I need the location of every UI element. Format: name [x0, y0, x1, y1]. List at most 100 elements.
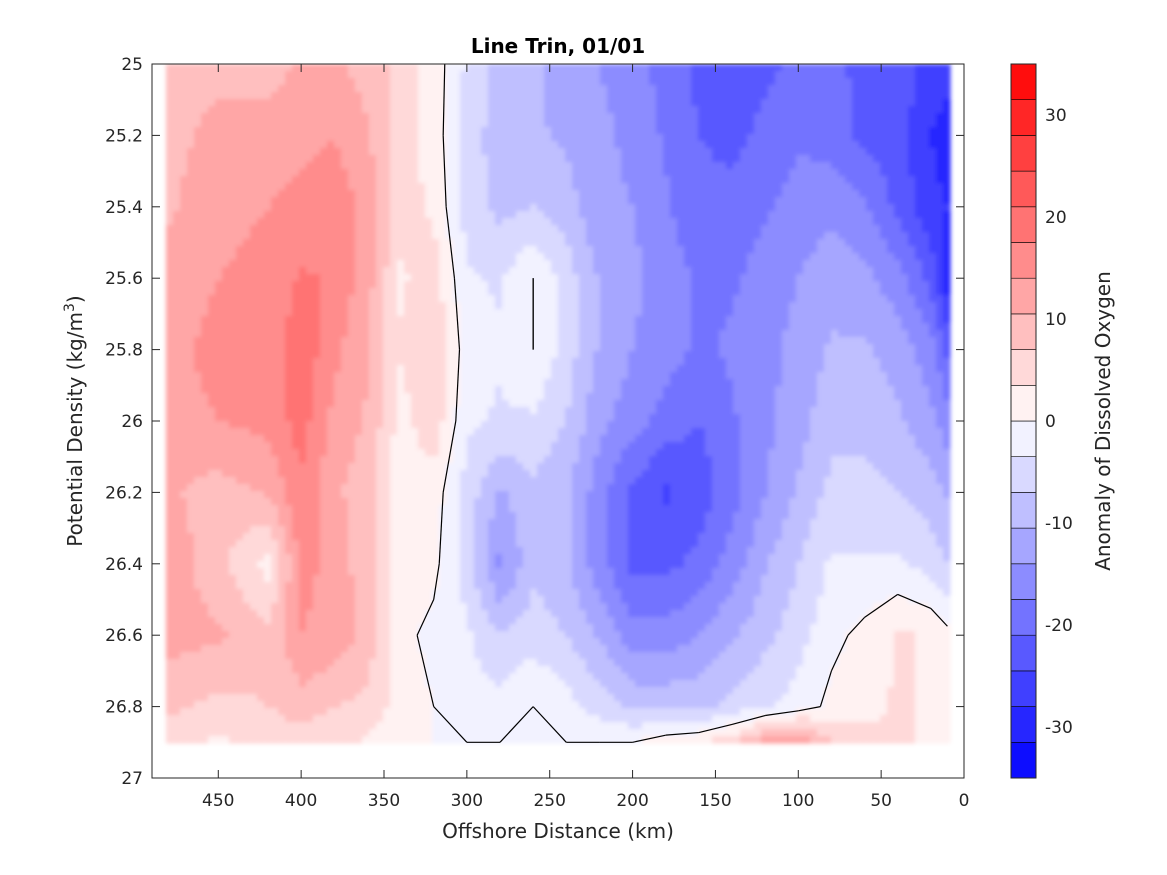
field-cell: [922, 78, 930, 86]
field-cell: [341, 64, 349, 72]
field-cell: [789, 239, 797, 247]
field-cell: [355, 295, 363, 303]
field-cell: [719, 232, 727, 240]
field-cell: [740, 106, 748, 114]
field-cell: [439, 365, 447, 373]
field-cell: [292, 218, 300, 226]
field-cell: [166, 337, 174, 345]
field-cell: [467, 127, 475, 135]
field-cell: [432, 64, 440, 72]
field-cell: [474, 302, 482, 310]
field-cell: [383, 197, 391, 205]
field-cell: [397, 78, 405, 86]
field-cell: [782, 260, 790, 268]
field-cell: [544, 134, 552, 142]
field-cell: [306, 120, 314, 128]
field-cell: [243, 239, 251, 247]
field-cell: [446, 372, 454, 380]
field-cell: [726, 113, 734, 121]
field-cell: [236, 260, 244, 268]
field-cell: [621, 330, 629, 338]
field-cell: [894, 351, 902, 359]
field-cell: [334, 99, 342, 107]
field-cell: [306, 358, 314, 366]
field-cell: [810, 183, 818, 191]
field-cell: [166, 176, 174, 184]
field-cell: [922, 344, 930, 352]
field-cell: [789, 64, 797, 72]
field-cell: [824, 225, 832, 233]
field-cell: [222, 169, 230, 177]
field-cell: [222, 337, 230, 345]
field-cell: [908, 225, 916, 233]
field-cell: [208, 71, 216, 79]
field-cell: [292, 176, 300, 184]
field-cell: [453, 141, 461, 149]
field-cell: [432, 169, 440, 177]
field-cell: [467, 267, 475, 275]
field-cell: [187, 141, 195, 149]
field-cell: [684, 267, 692, 275]
field-cell: [474, 372, 482, 380]
field-cell: [341, 309, 349, 317]
field-cell: [292, 288, 300, 296]
field-cell: [572, 141, 580, 149]
field-cell: [425, 372, 433, 380]
field-cell: [320, 330, 328, 338]
field-cell: [208, 323, 216, 331]
field-cell: [670, 323, 678, 331]
field-cell: [915, 127, 923, 135]
field-cell: [572, 218, 580, 226]
field-cell: [425, 365, 433, 373]
field-cell: [628, 239, 636, 247]
field-cell: [887, 351, 895, 359]
field-cell: [852, 232, 860, 240]
field-cell: [453, 253, 461, 261]
field-cell: [726, 106, 734, 114]
field-cell: [250, 71, 258, 79]
field-cell: [278, 113, 286, 121]
field-cell: [712, 288, 720, 296]
field-cell: [194, 344, 202, 352]
field-cell: [859, 337, 867, 345]
field-cell: [390, 155, 398, 163]
field-cell: [194, 134, 202, 142]
field-cell: [551, 120, 559, 128]
field-cell: [607, 225, 615, 233]
field-cell: [523, 85, 531, 93]
field-cell: [173, 197, 181, 205]
field-cell: [264, 274, 272, 282]
field-cell: [894, 337, 902, 345]
field-cell: [775, 351, 783, 359]
field-cell: [229, 281, 237, 289]
field-cell: [761, 337, 769, 345]
field-cell: [362, 302, 370, 310]
field-cell: [271, 134, 279, 142]
field-cell: [684, 211, 692, 219]
field-cell: [649, 127, 657, 135]
field-cell: [803, 141, 811, 149]
field-cell: [908, 120, 916, 128]
field-cell: [208, 281, 216, 289]
field-cell: [313, 281, 321, 289]
field-cell: [236, 99, 244, 107]
field-cell: [383, 71, 391, 79]
field-cell: [537, 99, 545, 107]
field-cell: [397, 281, 405, 289]
field-cell: [306, 218, 314, 226]
field-cell: [936, 113, 944, 121]
field-cell: [222, 288, 230, 296]
field-cell: [726, 71, 734, 79]
field-cell: [229, 71, 237, 79]
field-cell: [649, 204, 657, 212]
field-cell: [460, 288, 468, 296]
field-cell: [845, 316, 853, 324]
field-cell: [880, 169, 888, 177]
field-cell: [670, 358, 678, 366]
field-cell: [628, 92, 636, 100]
field-cell: [173, 267, 181, 275]
field-cell: [782, 92, 790, 100]
field-cell: [327, 106, 335, 114]
field-cell: [257, 232, 265, 240]
field-cell: [544, 281, 552, 289]
